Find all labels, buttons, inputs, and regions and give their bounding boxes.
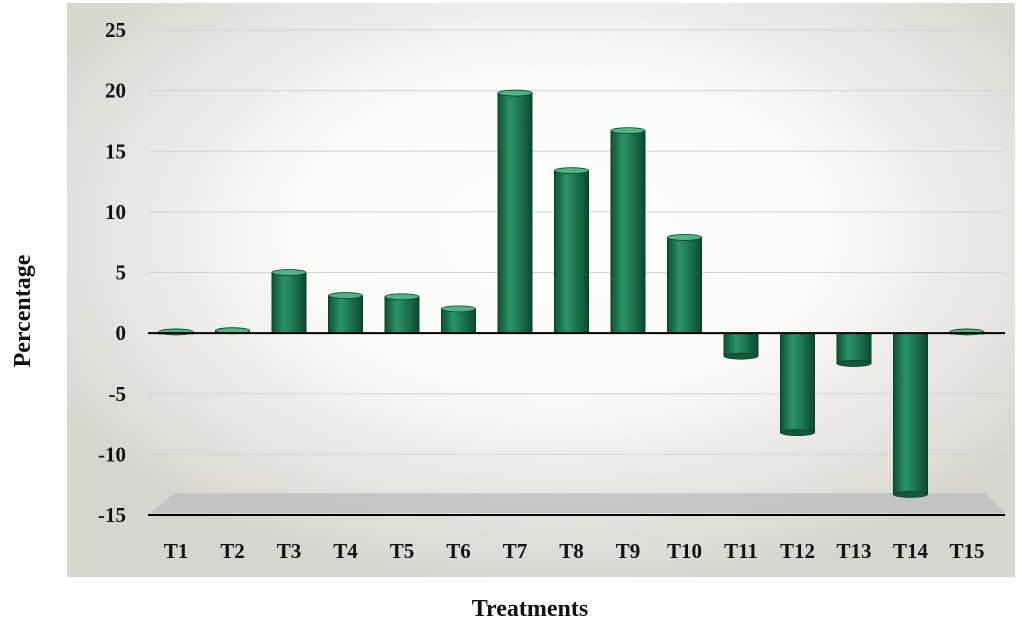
floor-shadow	[150, 493, 1005, 513]
y-axis-title: Percentage	[10, 254, 36, 367]
x-tick-label: T8	[559, 539, 584, 563]
y-tick-label: 10	[105, 200, 126, 224]
y-tick-label: -15	[98, 503, 126, 527]
bar-body	[836, 332, 872, 364]
x-tick-label: T12	[780, 539, 815, 563]
x-tick-label: T13	[836, 539, 871, 563]
bar-t3	[271, 269, 307, 334]
bar-body	[384, 296, 420, 334]
bar-cap	[780, 429, 815, 436]
bar-cap	[836, 360, 872, 367]
x-axis-title: Treatments	[472, 596, 588, 622]
bar-body	[328, 295, 363, 334]
y-tick-label: 20	[105, 79, 126, 103]
bar-t13	[836, 332, 872, 367]
y-tick-label: -10	[98, 442, 126, 466]
bar-body	[667, 236, 702, 334]
bar-body	[780, 332, 815, 434]
x-tick-label: T14	[893, 539, 929, 563]
x-tick-label: T9	[616, 539, 641, 563]
x-tick-label: T11	[724, 539, 758, 563]
bar-t7	[497, 89, 533, 334]
bar-body	[554, 170, 589, 334]
chart-background	[67, 3, 1015, 577]
bar-t14	[893, 332, 928, 498]
bar-cap	[271, 269, 307, 276]
bar-cap	[328, 292, 363, 299]
bar-t10	[667, 233, 702, 334]
bar-cap	[610, 127, 646, 135]
bar-body	[497, 92, 533, 334]
bar-t11	[723, 332, 759, 360]
y-tick-label: 15	[105, 139, 126, 163]
bar-t4	[328, 292, 363, 334]
bar-body	[441, 308, 476, 334]
bar-t12	[780, 332, 815, 436]
y-tick-label: 0	[116, 321, 127, 345]
bar-cap	[667, 233, 702, 241]
y-tick-label: -5	[109, 382, 127, 406]
bar-cap	[893, 490, 928, 498]
y-tick-label: 5	[116, 261, 127, 285]
bar-cap	[723, 352, 759, 360]
bar-t5	[384, 293, 420, 334]
x-tick-label: T7	[503, 539, 528, 563]
bar-t9	[610, 127, 646, 334]
x-tick-label: T6	[446, 539, 471, 563]
x-tick-label: T1	[164, 539, 189, 563]
bar-body	[610, 130, 646, 334]
bar-t8	[554, 167, 589, 334]
bar-body	[271, 272, 307, 334]
x-tick-label: T2	[220, 539, 245, 563]
bar-cap	[384, 293, 420, 301]
y-tick-label: 25	[105, 18, 126, 42]
bar-cap	[497, 89, 533, 97]
x-tick-label: T3	[277, 539, 302, 563]
bar-body	[723, 332, 759, 357]
bar-cap	[554, 167, 589, 175]
x-tick-label: T10	[667, 539, 702, 563]
bar-body	[893, 332, 928, 495]
x-tick-label: T5	[390, 539, 415, 563]
bar-t6	[441, 305, 476, 334]
bar-cap	[441, 305, 476, 313]
x-tick-label: T4	[333, 539, 358, 563]
x-tick-label: T15	[949, 539, 984, 563]
